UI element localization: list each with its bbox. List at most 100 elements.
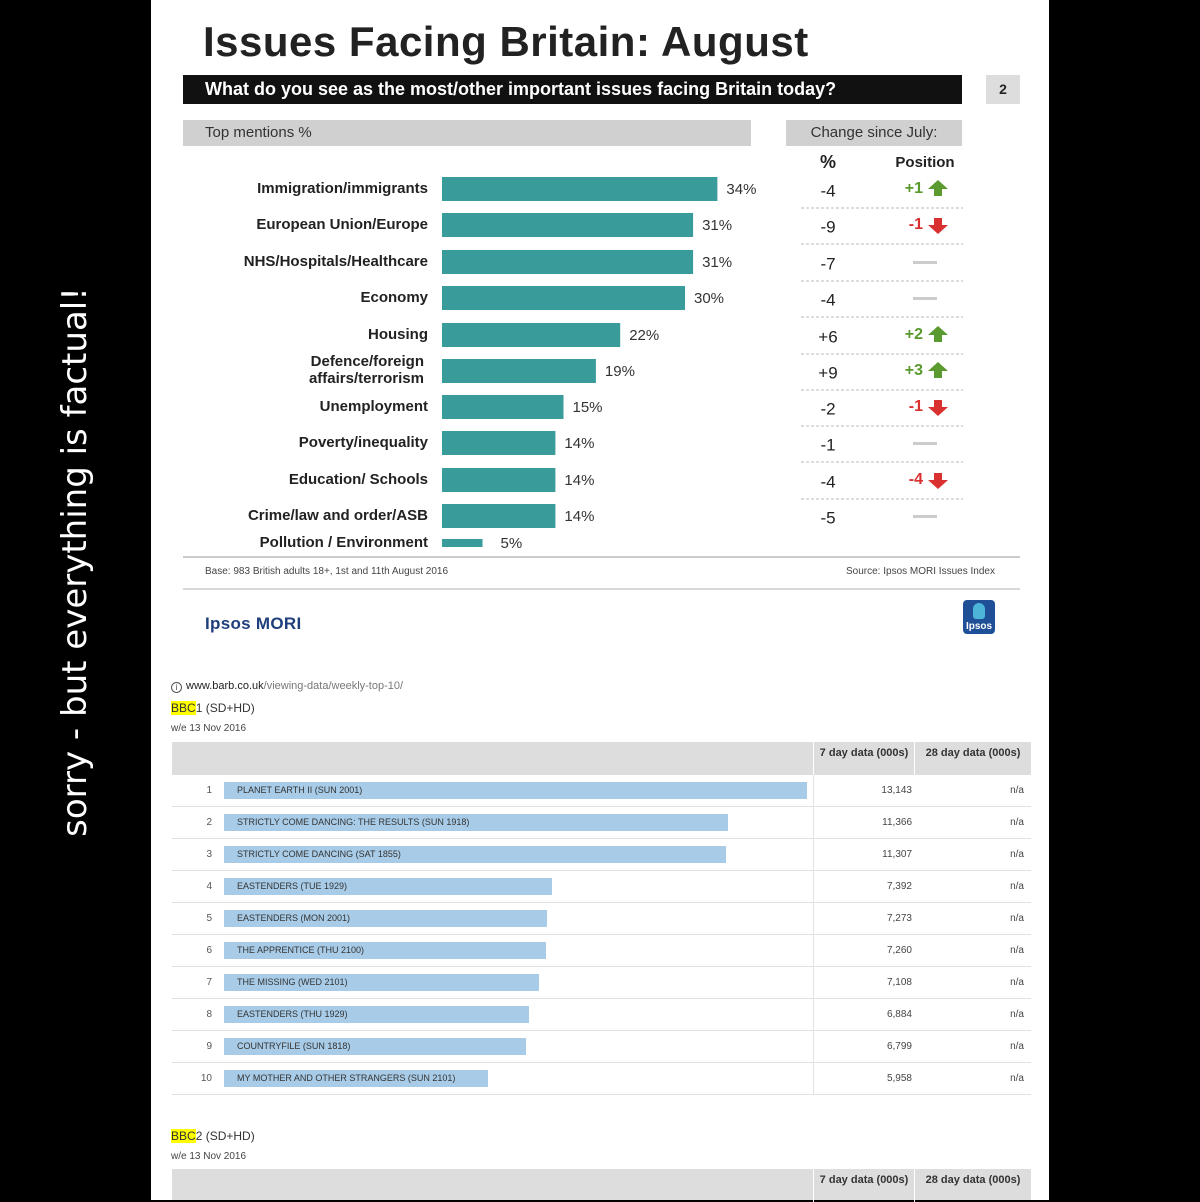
- issue-bar: [442, 395, 564, 419]
- arrow-up-icon: [928, 326, 948, 342]
- issue-bar: [442, 359, 596, 383]
- column-divider: [813, 935, 814, 966]
- position-change: -4: [909, 471, 923, 488]
- viewing-bar: [224, 814, 729, 831]
- pct-column-header: %: [819, 152, 836, 172]
- question-banner: What do you see as the most/other import…: [183, 75, 962, 104]
- programme-name: EASTENDERS (TUE 1929): [237, 881, 348, 891]
- bbc2-title: BBC2 (SD+HD): [171, 1129, 255, 1143]
- change-pct: -2: [820, 399, 835, 418]
- arrow-up-icon: [928, 362, 948, 378]
- viewing-bar: [224, 846, 726, 863]
- rank-cell: 8: [206, 1009, 212, 1020]
- ipsos-slide: Issues Facing Britain: August What do yo…: [151, 0, 1049, 658]
- issue-bar: [442, 431, 556, 455]
- table-row: 5 EASTENDERS (MON 2001) 7,273 n/a: [172, 903, 1031, 935]
- issue-label: European Union/Europe: [256, 216, 428, 233]
- bbc1-title: BBC1 (SD+HD): [171, 701, 255, 715]
- position-change: +2: [905, 326, 923, 343]
- issue-value-label: 14%: [564, 472, 594, 489]
- bbc2-week: w/e 13 Nov 2016: [171, 1151, 247, 1162]
- table-row: 10 MY MOTHER AND OTHER STRANGERS (SUN 210…: [172, 1063, 1031, 1095]
- rank-cell: 4: [206, 881, 212, 892]
- issue-label: Poverty/inequality: [299, 434, 429, 451]
- table-row: 8 EASTENDERS (THU 1929) 6,884 n/a: [172, 999, 1031, 1031]
- rank-cell: 1: [206, 785, 212, 796]
- url-path: /viewing-data/weekly-top-10/: [263, 680, 404, 692]
- url-bar[interactable]: i www.barb.co.uk/viewing-data/weekly-top-…: [171, 680, 403, 693]
- change-pct: +9: [818, 363, 837, 382]
- source-note: Source: Ipsos MORI Issues Index: [846, 566, 995, 577]
- issue-bar: [442, 213, 694, 237]
- issue-value-label: 31%: [702, 217, 732, 234]
- ipsos-mori-brand: Ipsos MORI: [205, 614, 302, 633]
- column-divider: [813, 967, 814, 998]
- programme-name: EASTENDERS (MON 2001): [237, 913, 351, 923]
- position-change: +1: [905, 180, 923, 197]
- change-pct: -5: [820, 508, 835, 527]
- arrow-down-icon: [928, 400, 948, 416]
- rank-cell: 3: [206, 849, 212, 860]
- viewing-bar: [224, 1006, 530, 1023]
- rank-cell: 6: [206, 945, 212, 956]
- issue-value-label: 19%: [605, 363, 635, 380]
- twentyeight-day-value: n/a: [1010, 977, 1024, 988]
- col-7day-header: 7 day data (000s): [819, 1174, 909, 1186]
- arrow-down-icon: [928, 473, 948, 489]
- change-pct: -4: [820, 290, 835, 309]
- issue-label: Housing: [368, 326, 428, 343]
- arrow-down-icon: [928, 218, 948, 234]
- no-change-dash-icon: [913, 297, 937, 300]
- viewing-bar: [224, 782, 807, 799]
- slide-title: Issues Facing Britain: August: [203, 18, 809, 65]
- issue-value-label: 34%: [726, 181, 756, 198]
- table-row: 4 EASTENDERS (TUE 1929) 7,392 n/a: [172, 871, 1031, 903]
- rank-cell: 5: [206, 913, 212, 924]
- issue-label: Education/ Schools: [289, 471, 428, 488]
- seven-day-value: 13,143: [881, 785, 912, 796]
- twentyeight-day-value: n/a: [1010, 1009, 1024, 1020]
- issue-bar: [442, 468, 556, 492]
- twentyeight-day-value: n/a: [1010, 817, 1024, 828]
- bbc2-title-rest: 2 (SD+HD): [195, 1129, 255, 1143]
- twentyeight-day-value: n/a: [1010, 785, 1024, 796]
- issue-label: Defence/foreign: [311, 353, 424, 370]
- programme-name: PLANET EARTH II (SUN 2001): [237, 785, 363, 795]
- issue-label: Immigration/immigrants: [257, 180, 428, 197]
- no-change-dash-icon: [913, 442, 937, 445]
- rank-cell: 10: [200, 1073, 212, 1084]
- table-row: 2 STRICTLY COME DANCING: THE RESULTS (SUN…: [172, 807, 1031, 839]
- bbc1-title-rest: 1 (SD+HD): [195, 701, 255, 715]
- programme-name: THE MISSING (WED 2101): [237, 977, 348, 987]
- column-divider: [813, 1063, 814, 1094]
- column-divider: [813, 903, 814, 934]
- url-host: www.barb.co.uk: [186, 680, 264, 692]
- viewing-bar: [224, 974, 540, 991]
- position-change: -1: [909, 216, 923, 233]
- viewing-bar: [224, 878, 552, 895]
- issue-value-label: 15%: [573, 399, 603, 416]
- barb-webpage: i www.barb.co.uk/viewing-data/weekly-top-…: [151, 658, 1049, 1202]
- seven-day-value: 7,260: [886, 945, 912, 956]
- col-7day-header: 7 day data (000s): [819, 747, 909, 759]
- programme-name: MY MOTHER AND OTHER STRANGERS (SUN 2101): [237, 1073, 456, 1083]
- table-row: 7 THE MISSING (WED 2101) 7,108 n/a: [172, 967, 1031, 999]
- twentyeight-day-value: n/a: [1010, 881, 1024, 892]
- column-divider: [813, 999, 814, 1030]
- column-divider: [813, 1031, 814, 1062]
- issue-label: NHS/Hospitals/Healthcare: [244, 253, 428, 270]
- rank-cell: 2: [206, 817, 212, 828]
- position-column-header: Position: [895, 154, 955, 171]
- issue-label: affairs/terrorism: [309, 370, 424, 387]
- column-divider: [813, 807, 814, 838]
- info-icon[interactable]: i: [171, 682, 182, 693]
- programme-name: COUNTRYFILE (SUN 1818): [237, 1041, 351, 1051]
- change-pct: -7: [820, 254, 835, 273]
- issue-bar: [442, 323, 621, 347]
- seven-day-value: 11,307: [882, 849, 912, 860]
- issue-value-label: 31%: [702, 254, 732, 271]
- no-change-dash-icon: [913, 515, 937, 518]
- seven-day-value: 6,799: [886, 1041, 912, 1052]
- issue-value-label: 5%: [501, 535, 523, 552]
- table-row: 9 COUNTRYFILE (SUN 1818) 6,799 n/a: [172, 1031, 1031, 1063]
